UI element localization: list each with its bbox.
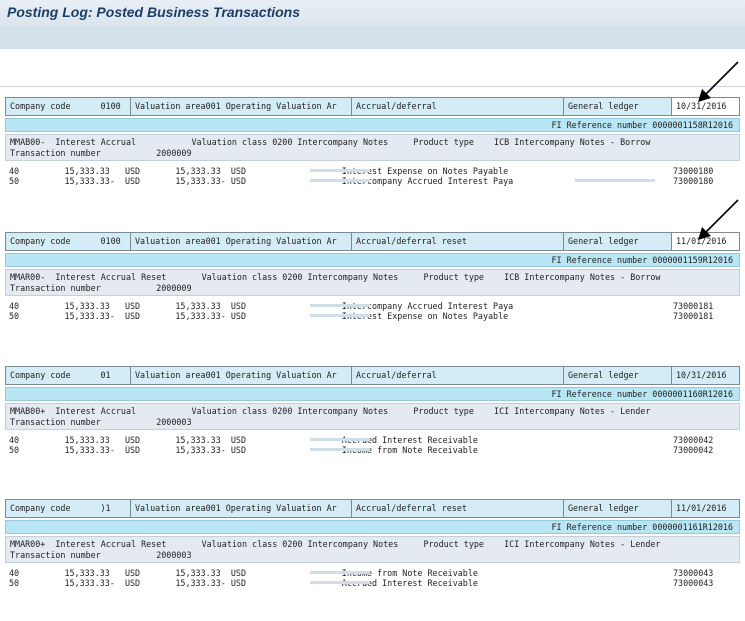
block-header: Company code 01 Valuation area001 Operati…: [5, 366, 740, 385]
ledger-cell: General ledger: [564, 233, 671, 250]
line-items: 40 15,333.33 USD 15,333.33 USD Accrued I…: [5, 433, 740, 463]
company-code-cell: Company code 0100: [6, 98, 130, 115]
redacted-field: [575, 179, 655, 182]
transaction-number-line: Transaction number 2000003: [10, 417, 192, 427]
title-bar: Posting Log: Posted Business Transaction…: [0, 0, 745, 26]
ledger-cell: General ledger: [564, 98, 671, 115]
company-code-value: 0100: [100, 101, 121, 111]
posting-date-cell: 11/01/2016: [676, 236, 727, 246]
annotation-arrow-icon: [698, 199, 739, 240]
redacted-field: [310, 438, 370, 441]
transaction-info-row: MMAR00- Interest Accrual Reset Valuation…: [5, 269, 740, 296]
transaction-info-row: MMAB00+ Interest Accrual Valuation class…: [5, 403, 740, 430]
posting-date-cell: 11/01/2016: [672, 500, 739, 517]
transaction-cell: Accrual/deferral reset: [352, 500, 563, 517]
transaction-cell: Accrual/deferral reset: [352, 233, 563, 250]
account-number: 73000180: [673, 176, 714, 186]
posting-date-cell: 10/31/2016: [676, 101, 727, 111]
company-code-cell: Company code 01: [6, 367, 130, 384]
redacted-field: [310, 304, 370, 307]
transaction-info-row: MMAR00+ Interest Accrual Reset Valuation…: [5, 536, 740, 563]
company-code-cell: Company code )1: [6, 500, 130, 517]
redacted-field: [310, 581, 370, 584]
transaction-info-line: MMAB00+ Interest Accrual Valuation class…: [10, 406, 651, 416]
transaction-info-line: MMAB00- Interest Accrual Valuation class…: [10, 137, 651, 147]
fi-reference-text: FI Reference number 0000001161R12016: [551, 522, 733, 532]
company-code-value: 0100: [100, 236, 121, 246]
line-item: 40 15,333.33 USD 15,333.33 USD Accrued I…: [9, 435, 478, 445]
line-item: 50 15,333.33- USD 15,333.33- USD Accrued…: [9, 578, 478, 588]
redacted-field: [310, 571, 370, 574]
company-code-cell: Company code 0100: [6, 233, 130, 250]
company-code-value: )1: [100, 503, 111, 513]
transaction-info-line: MMAR00- Interest Accrual Reset Valuation…: [10, 272, 661, 282]
fi-reference-row: FI Reference number 0000001158R12016: [5, 118, 740, 132]
account-number: 73000042: [673, 445, 714, 455]
line-item: 50 15,333.33- USD 15,333.33- USD Interes…: [9, 311, 509, 321]
ledger-cell: General ledger: [564, 500, 671, 517]
redacted-field: [310, 448, 370, 451]
company-code-label: Company code: [10, 370, 71, 380]
line-item: 40 15,333.33 USD 15,333.33 USD Income fr…: [9, 568, 478, 578]
separator-line: [0, 86, 745, 87]
account-number: 73000043: [673, 568, 714, 578]
block-header: Company code )1 Valuation area001 Operati…: [5, 499, 740, 518]
fi-reference-text: FI Reference number 0000001158R12016: [551, 120, 733, 130]
account-number: 73000043: [673, 578, 714, 588]
block-header: Company code 0100 Valuation area001 Opera…: [5, 97, 740, 116]
valuation-area-cell: Valuation area001 Operating Valuation Ar: [131, 367, 351, 384]
account-number: 73000181: [673, 311, 714, 321]
company-code-label: Company code: [10, 236, 71, 246]
fi-reference-text: FI Reference number 0000001160R12016: [551, 389, 733, 399]
line-item: 50 15,333.33- USD 15,333.33- USD Income …: [9, 445, 478, 455]
fi-reference-text: FI Reference number 0000001159R12016: [551, 255, 733, 265]
company-code-value: 01: [100, 370, 111, 380]
line-items: 40 15,333.33 USD 15,333.33 USD Interest …: [5, 164, 740, 194]
valuation-area-cell: Valuation area001 Operating Valuation Ar: [131, 500, 351, 517]
ledger-cell: General ledger: [564, 367, 671, 384]
redacted-field: [310, 169, 370, 172]
fi-reference-row: FI Reference number 0000001161R12016: [5, 520, 740, 534]
line-item: 50 15,333.33- USD 15,333.33- USD Interco…: [9, 176, 514, 186]
valuation-area-cell: Valuation area001 Operating Valuation Ar: [131, 233, 351, 250]
fi-reference-row: FI Reference number 0000001160R12016: [5, 387, 740, 401]
transaction-info-line: MMAR00+ Interest Accrual Reset Valuation…: [10, 539, 661, 549]
transaction-number-line: Transaction number 2000009: [10, 283, 192, 293]
line-items: 40 15,333.33 USD 15,333.33 USD Income fr…: [5, 566, 740, 596]
transaction-info-row: MMAB00- Interest Accrual Valuation class…: [5, 134, 740, 161]
transaction-cell: Accrual/deferral: [352, 98, 563, 115]
account-number: 73000181: [673, 301, 714, 311]
transaction-cell: Accrual/deferral: [352, 367, 563, 384]
company-code-label: Company code: [10, 503, 71, 513]
valuation-area-cell: Valuation area001 Operating Valuation Ar: [131, 98, 351, 115]
annotation-arrow-icon: [698, 61, 739, 102]
page-title: Posting Log: Posted Business Transaction…: [7, 4, 301, 20]
redacted-field: [310, 314, 370, 317]
line-items: 40 15,333.33 USD 15,333.33 USD Intercomp…: [5, 299, 740, 329]
transaction-number-line: Transaction number 2000009: [10, 148, 192, 158]
account-number: 73000042: [673, 435, 714, 445]
posting-date-cell: 10/31/2016: [672, 367, 739, 384]
company-code-label: Company code: [10, 101, 71, 111]
transaction-number-line: Transaction number 2000003: [10, 550, 192, 560]
block-header: Company code 0100 Valuation area001 Opera…: [5, 232, 740, 251]
fi-reference-row: FI Reference number 0000001159R12016: [5, 253, 740, 267]
application-toolbar: [0, 26, 745, 49]
redacted-field: [310, 179, 370, 182]
account-number: 73000180: [673, 166, 714, 176]
line-item: 40 15,333.33 USD 15,333.33 USD Intercomp…: [9, 301, 514, 311]
line-item: 40 15,333.33 USD 15,333.33 USD Interest …: [9, 166, 509, 176]
